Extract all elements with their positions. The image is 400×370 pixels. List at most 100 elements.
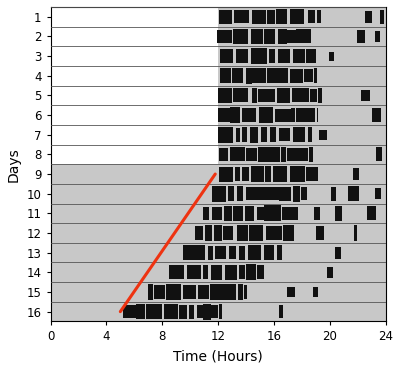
Bar — [123, 305, 136, 318]
Bar — [249, 225, 263, 240]
Bar — [267, 10, 274, 24]
Bar — [353, 168, 359, 180]
Bar — [316, 226, 324, 240]
Bar — [306, 167, 318, 181]
Bar — [179, 305, 187, 319]
Bar — [218, 145, 386, 164]
Bar — [230, 147, 245, 161]
Bar — [264, 29, 275, 44]
Bar — [146, 304, 162, 319]
Bar — [290, 166, 305, 182]
Bar — [380, 10, 384, 24]
Bar — [278, 50, 290, 63]
Bar — [210, 284, 223, 300]
Bar — [293, 127, 305, 142]
Bar — [266, 226, 282, 240]
Bar — [218, 27, 386, 46]
Bar — [291, 108, 295, 122]
Bar — [252, 68, 266, 84]
Bar — [169, 265, 184, 279]
Bar — [376, 147, 382, 161]
Bar — [365, 10, 372, 23]
Bar — [313, 287, 318, 297]
Bar — [279, 128, 290, 141]
Bar — [293, 49, 305, 63]
Bar — [219, 166, 233, 182]
Bar — [293, 148, 308, 161]
Bar — [50, 66, 218, 85]
Bar — [317, 10, 322, 23]
Bar — [266, 68, 276, 84]
Bar — [361, 90, 370, 101]
Bar — [242, 108, 256, 122]
Bar — [258, 147, 266, 162]
Bar — [248, 245, 261, 260]
Bar — [277, 88, 290, 103]
Bar — [308, 10, 314, 23]
Bar — [279, 305, 283, 318]
Bar — [328, 51, 334, 61]
Bar — [220, 49, 233, 63]
Bar — [50, 125, 218, 145]
Bar — [246, 264, 256, 280]
Bar — [234, 10, 249, 23]
Bar — [50, 27, 218, 46]
Bar — [50, 204, 386, 223]
Bar — [218, 105, 386, 125]
Bar — [276, 10, 287, 24]
Bar — [246, 187, 262, 200]
Bar — [278, 29, 286, 44]
Bar — [246, 68, 252, 84]
Bar — [218, 46, 386, 66]
Bar — [246, 148, 257, 161]
Bar — [354, 225, 357, 241]
Bar — [372, 108, 381, 122]
Bar — [238, 246, 245, 260]
Bar — [258, 88, 274, 102]
Bar — [198, 285, 209, 299]
Bar — [188, 305, 194, 319]
Bar — [219, 305, 222, 319]
Bar — [50, 302, 386, 322]
Bar — [50, 223, 386, 243]
Bar — [251, 166, 264, 182]
Bar — [252, 10, 266, 24]
Bar — [296, 29, 311, 43]
Bar — [257, 207, 264, 220]
Bar — [197, 305, 203, 318]
Bar — [203, 207, 208, 220]
Bar — [166, 284, 181, 300]
Bar — [303, 108, 314, 122]
Bar — [218, 85, 386, 105]
Bar — [50, 262, 386, 282]
Bar — [264, 245, 274, 260]
Bar — [50, 145, 218, 164]
Bar — [182, 285, 196, 299]
Bar — [223, 226, 233, 239]
Bar — [154, 285, 165, 299]
Bar — [331, 186, 336, 201]
Bar — [183, 245, 194, 260]
Bar — [214, 225, 222, 241]
Bar — [296, 108, 303, 122]
Bar — [367, 206, 376, 221]
Bar — [219, 148, 228, 161]
Bar — [233, 206, 243, 221]
Bar — [233, 29, 248, 44]
Bar — [250, 127, 258, 142]
Bar — [257, 265, 264, 279]
Bar — [224, 206, 232, 221]
Bar — [277, 245, 282, 260]
Bar — [376, 31, 380, 42]
Bar — [314, 68, 317, 83]
Bar — [310, 147, 313, 162]
Bar — [211, 305, 218, 318]
Bar — [239, 265, 245, 279]
Y-axis label: Days: Days — [7, 147, 21, 182]
Bar — [208, 246, 213, 260]
Bar — [203, 265, 208, 279]
Bar — [218, 30, 232, 43]
Bar — [218, 88, 232, 103]
Bar — [317, 108, 318, 122]
Bar — [233, 88, 248, 102]
